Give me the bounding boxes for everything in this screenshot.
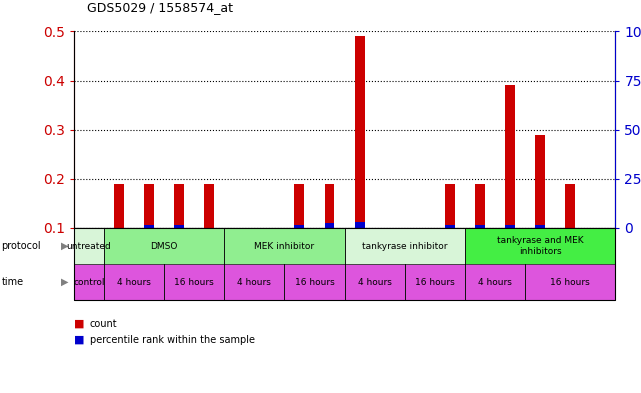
Text: protocol: protocol [1, 241, 41, 251]
Bar [174, 224, 184, 277]
Bar [84, 228, 94, 277]
Text: percentile rank within the sample: percentile rank within the sample [90, 334, 254, 345]
Bar [294, 184, 304, 277]
Bar [445, 184, 455, 277]
Text: 16 hours: 16 hours [174, 278, 214, 286]
Text: tankyrase inhibitor: tankyrase inhibitor [362, 242, 447, 250]
Text: control: control [73, 278, 104, 286]
Text: 16 hours: 16 hours [295, 278, 335, 286]
Bar [234, 228, 244, 277]
Bar [264, 228, 274, 277]
Bar [204, 184, 214, 277]
Bar [595, 228, 605, 277]
Text: ▶: ▶ [61, 277, 69, 287]
Bar [505, 86, 515, 277]
Bar [475, 184, 485, 277]
Bar [445, 226, 455, 277]
Bar [324, 223, 335, 277]
Bar [565, 184, 575, 277]
Text: DMSO: DMSO [150, 242, 178, 250]
Bar [84, 228, 94, 277]
Text: GDS5029 / 1558574_at: GDS5029 / 1558574_at [87, 1, 233, 14]
Text: 16 hours: 16 hours [551, 278, 590, 286]
Bar [565, 228, 575, 277]
Bar [505, 224, 515, 277]
Text: 4 hours: 4 hours [117, 278, 151, 286]
Bar [385, 228, 395, 277]
Text: ■: ■ [74, 334, 84, 345]
Bar [204, 228, 214, 277]
Bar [415, 228, 425, 277]
Bar [385, 228, 395, 277]
Bar [354, 37, 365, 277]
Bar [535, 226, 545, 277]
Text: ▶: ▶ [61, 241, 69, 251]
Text: 4 hours: 4 hours [358, 278, 392, 286]
Text: untreated: untreated [67, 242, 111, 250]
Bar [114, 184, 124, 277]
Text: MEK inhibitor: MEK inhibitor [254, 242, 315, 250]
Text: time: time [1, 277, 24, 287]
Bar [144, 226, 154, 277]
Text: 4 hours: 4 hours [237, 278, 271, 286]
Bar [415, 228, 425, 277]
Bar [234, 228, 244, 277]
Text: 4 hours: 4 hours [478, 278, 512, 286]
Bar [595, 228, 605, 277]
Text: count: count [90, 319, 117, 329]
Bar [174, 184, 184, 277]
Bar [294, 224, 304, 277]
Bar [475, 224, 485, 277]
Bar [144, 184, 154, 277]
Bar [354, 222, 365, 277]
Bar [324, 184, 335, 277]
Text: 16 hours: 16 hours [415, 278, 454, 286]
Bar [264, 228, 274, 277]
Bar [114, 228, 124, 277]
Text: ■: ■ [74, 319, 84, 329]
Bar [535, 134, 545, 277]
Text: tankyrase and MEK
inhibitors: tankyrase and MEK inhibitors [497, 236, 583, 256]
